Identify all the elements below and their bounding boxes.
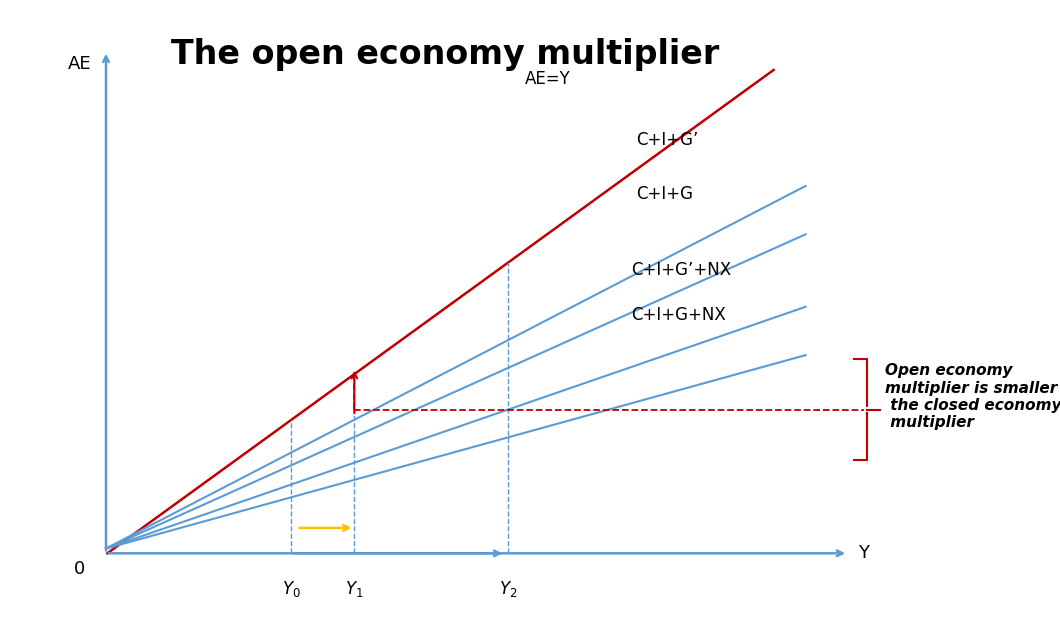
Text: AE=Y: AE=Y [525,71,570,88]
Text: C+I+G+NX: C+I+G+NX [631,306,725,324]
Text: Y: Y [859,544,869,562]
Text: AE: AE [68,55,91,73]
Text: $Y_1$: $Y_1$ [346,579,364,598]
Text: Open economy
multiplier is smaller than
 the closed economy
 multiplier: Open economy multiplier is smaller than … [885,363,1060,431]
Text: $Y_0$: $Y_0$ [282,579,301,598]
Text: C+I+G’: C+I+G’ [636,131,699,149]
Text: The open economy multiplier: The open economy multiplier [171,38,720,71]
Text: C+I+G: C+I+G [636,185,693,203]
Text: C+I+G’+NX: C+I+G’+NX [631,261,730,279]
Text: 0: 0 [74,560,85,578]
Text: $Y_2$: $Y_2$ [499,579,517,598]
